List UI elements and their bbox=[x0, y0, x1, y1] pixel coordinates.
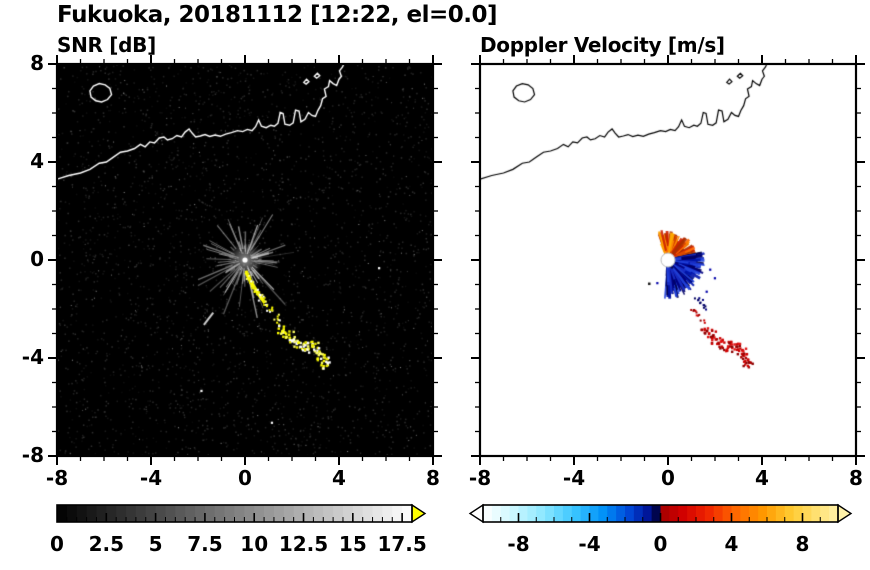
snr-panel-title: SNR [dB] bbox=[57, 33, 156, 57]
colorbar-tick-label: 4 bbox=[724, 532, 739, 556]
colorbar-tick-label: 12.5 bbox=[278, 532, 329, 556]
x-tick-label: -8 bbox=[468, 466, 492, 490]
doppler-panel-title: Doppler Velocity [m/s] bbox=[480, 33, 725, 57]
colorbar-tick-label: 7.5 bbox=[187, 532, 223, 556]
y-tick-label: -8 bbox=[21, 443, 44, 467]
x-tick-label: 4 bbox=[332, 466, 346, 490]
colorbar-tick-label: 2.5 bbox=[88, 532, 125, 556]
colorbar-tick-label: -4 bbox=[578, 532, 601, 556]
colorbar-tick-label: 8 bbox=[795, 532, 810, 556]
x-tick-label: -8 bbox=[45, 466, 69, 490]
colorbar-over-arrow bbox=[837, 503, 853, 524]
x-tick-label: 0 bbox=[661, 466, 675, 490]
snr-colorbar bbox=[56, 503, 427, 524]
colorbar-over-arrow bbox=[411, 503, 427, 524]
x-tick-label: -4 bbox=[139, 466, 163, 490]
colorbar-tick-label: 0 bbox=[653, 532, 668, 556]
figure-title: Fukuoka, 20181112 [12:22, el=0.0] bbox=[57, 2, 498, 28]
y-tick-label: -4 bbox=[21, 345, 44, 369]
x-tick-label: -4 bbox=[562, 466, 586, 490]
y-tick-label: 8 bbox=[30, 51, 44, 75]
x-tick-label: 8 bbox=[849, 466, 863, 490]
colorbar-tick-label: 17.5 bbox=[377, 532, 427, 556]
y-tick-label: 4 bbox=[30, 149, 44, 173]
colorbar-tick-label: -8 bbox=[507, 532, 530, 556]
colorbar-under-arrow bbox=[468, 503, 484, 524]
colorbar-tick-label: 5 bbox=[148, 532, 163, 556]
x-tick-label: 8 bbox=[426, 466, 440, 490]
colorbar-tick-label: 10 bbox=[240, 532, 269, 556]
colorbar-tick-label: 15 bbox=[338, 532, 367, 556]
y-tick-label: 0 bbox=[30, 247, 44, 271]
snr-radar-plot bbox=[57, 64, 433, 456]
x-tick-label: 4 bbox=[755, 466, 769, 490]
x-tick-label: 0 bbox=[238, 466, 252, 490]
doppler-radar-plot bbox=[480, 64, 856, 456]
colorbar-tick-label: 0 bbox=[50, 532, 64, 556]
doppler-colorbar bbox=[468, 503, 853, 524]
